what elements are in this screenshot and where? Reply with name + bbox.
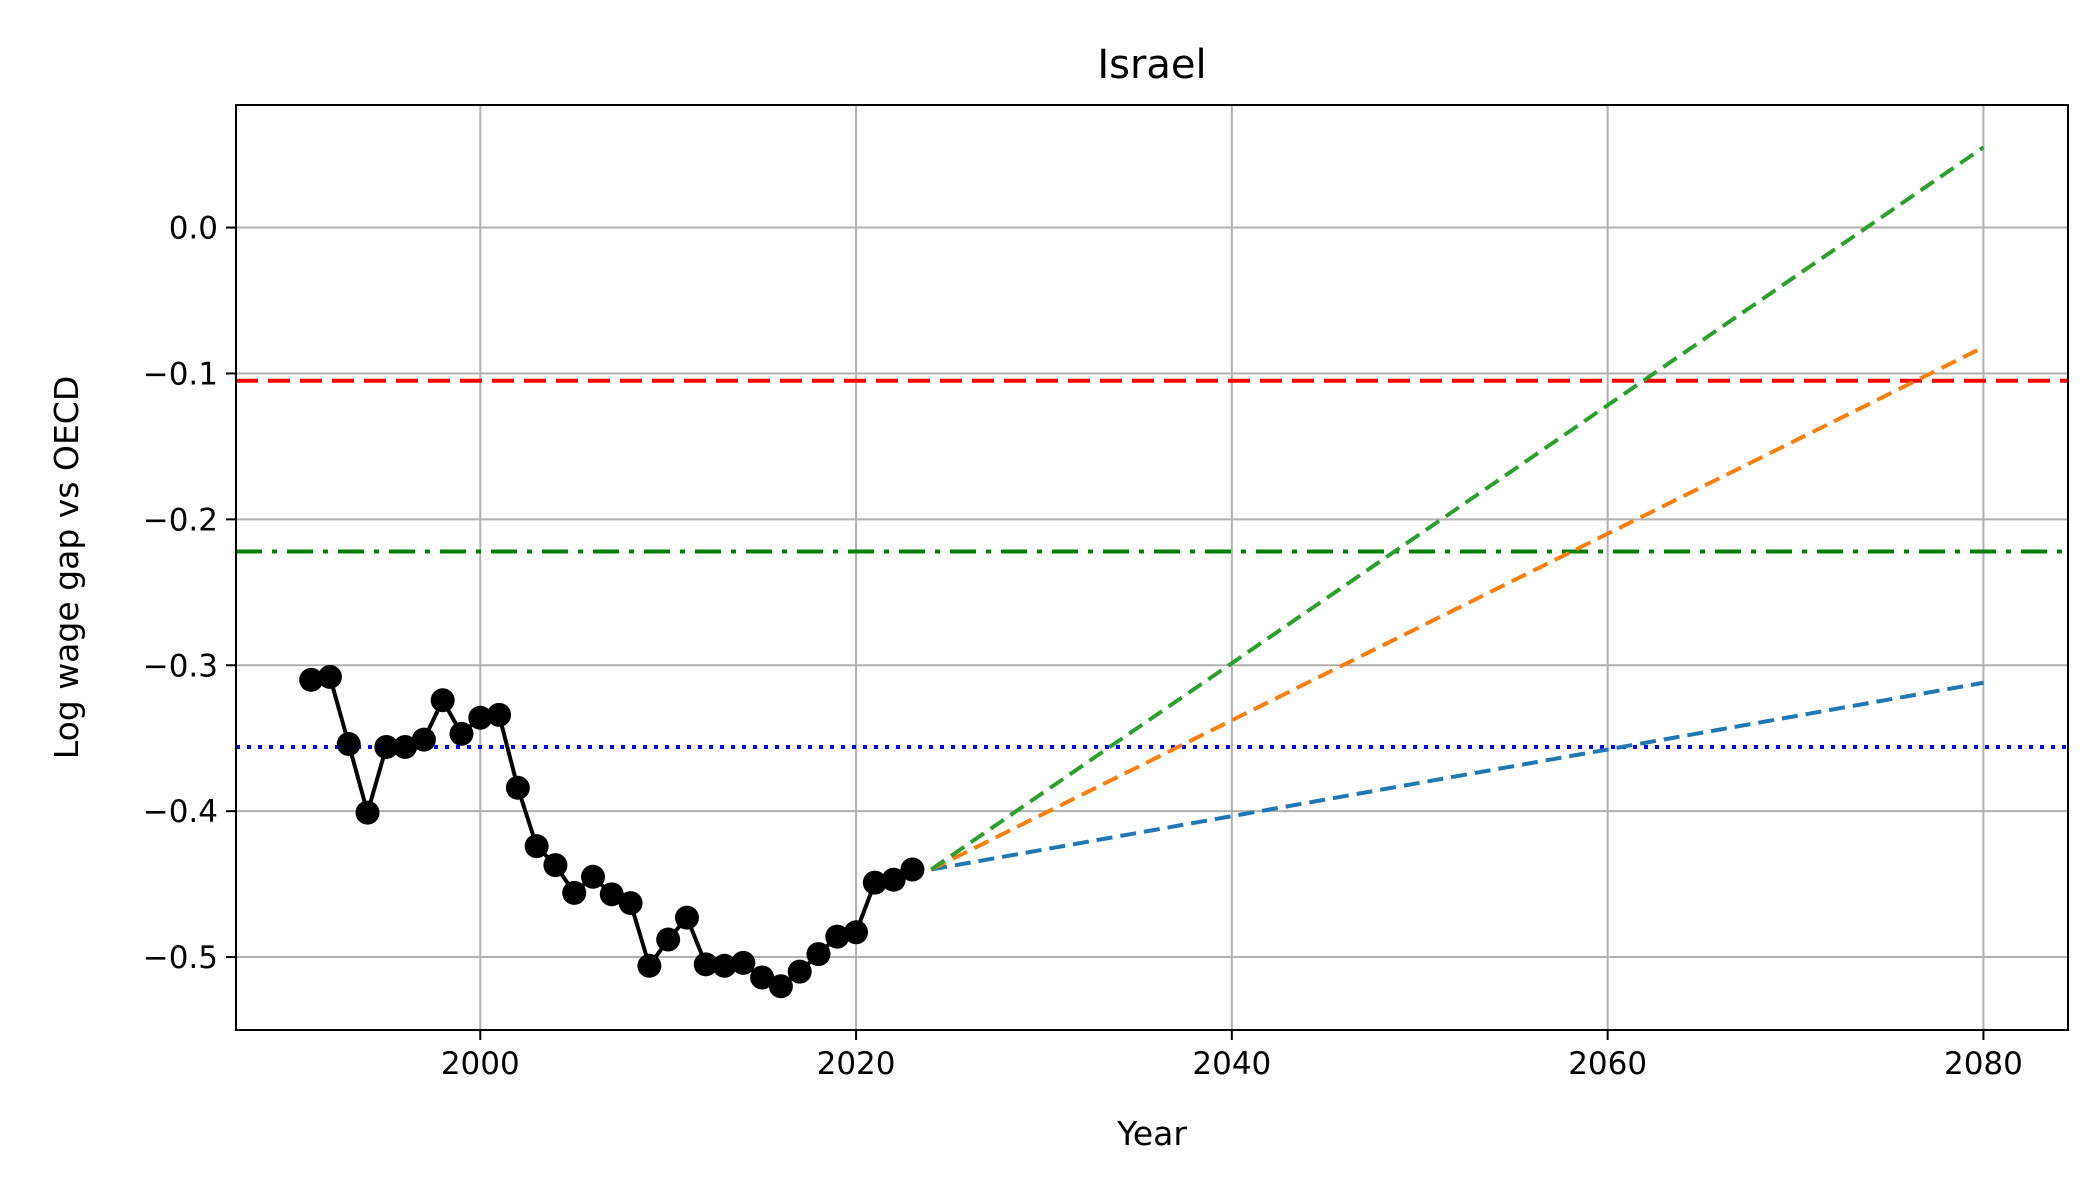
historical-point (693, 952, 718, 977)
historical-point (562, 880, 587, 905)
historical-point (768, 974, 793, 999)
historical-point (750, 965, 775, 990)
x-axis-label: Year (1116, 1114, 1187, 1153)
x-tick-label: 2020 (817, 1046, 896, 1082)
x-tick-label: 2080 (1944, 1046, 2023, 1082)
historical-point (844, 920, 869, 945)
historical-point (806, 942, 831, 967)
projection-line (930, 345, 1985, 872)
historical-point (374, 734, 399, 759)
x-tick-label: 2060 (1568, 1046, 1647, 1082)
x-tick-label: 2040 (1192, 1046, 1271, 1082)
historical-point (487, 702, 512, 727)
historical-point (825, 924, 850, 949)
x-tick-label: 2000 (441, 1046, 520, 1082)
historical-point (299, 667, 324, 692)
historical-point (674, 905, 699, 930)
series (299, 145, 1985, 999)
historical-point (524, 834, 549, 859)
historical-point (637, 953, 662, 978)
ticks: 2000 2020 2040 2060 2080 0.0 −0.1 −0.2 −0.3 −0.4 −… (143, 211, 2023, 1082)
historical-point (581, 864, 606, 889)
historical-point (543, 853, 568, 878)
historical-point (656, 927, 681, 952)
y-tick-label: −0.4 (143, 794, 218, 830)
historical-point (393, 734, 418, 759)
historical-point (336, 732, 361, 757)
grid (236, 105, 2068, 1030)
historical-point (731, 950, 756, 975)
historical-point (599, 882, 624, 907)
historical-point (355, 800, 380, 825)
historical-point (449, 721, 474, 746)
historical-point (618, 891, 643, 916)
projection-line (930, 145, 1985, 872)
historical-point (505, 775, 530, 800)
historical-point (411, 727, 436, 752)
historical-point (468, 705, 493, 730)
historical-point (862, 870, 887, 895)
historical-point (881, 867, 906, 892)
reference-lines (236, 378, 2068, 749)
y-tick-label: −0.5 (143, 940, 218, 976)
plot-frame (235, 104, 2069, 1031)
y-tick-label: −0.2 (143, 502, 218, 538)
chart-title: Israel (1097, 42, 1206, 88)
y-axis-label: Log wage gap vs OECD (47, 376, 86, 759)
historical-point (317, 664, 342, 689)
y-tick-label: −0.3 (143, 648, 218, 684)
y-tick-label: 0.0 (169, 211, 218, 247)
y-tick-label: −0.1 (143, 356, 218, 392)
historical-point (430, 688, 455, 713)
historical-point (787, 959, 812, 984)
projection-line (930, 680, 1984, 872)
historical-line (310, 674, 914, 989)
historical-point (712, 953, 737, 978)
historical-point (900, 857, 925, 882)
